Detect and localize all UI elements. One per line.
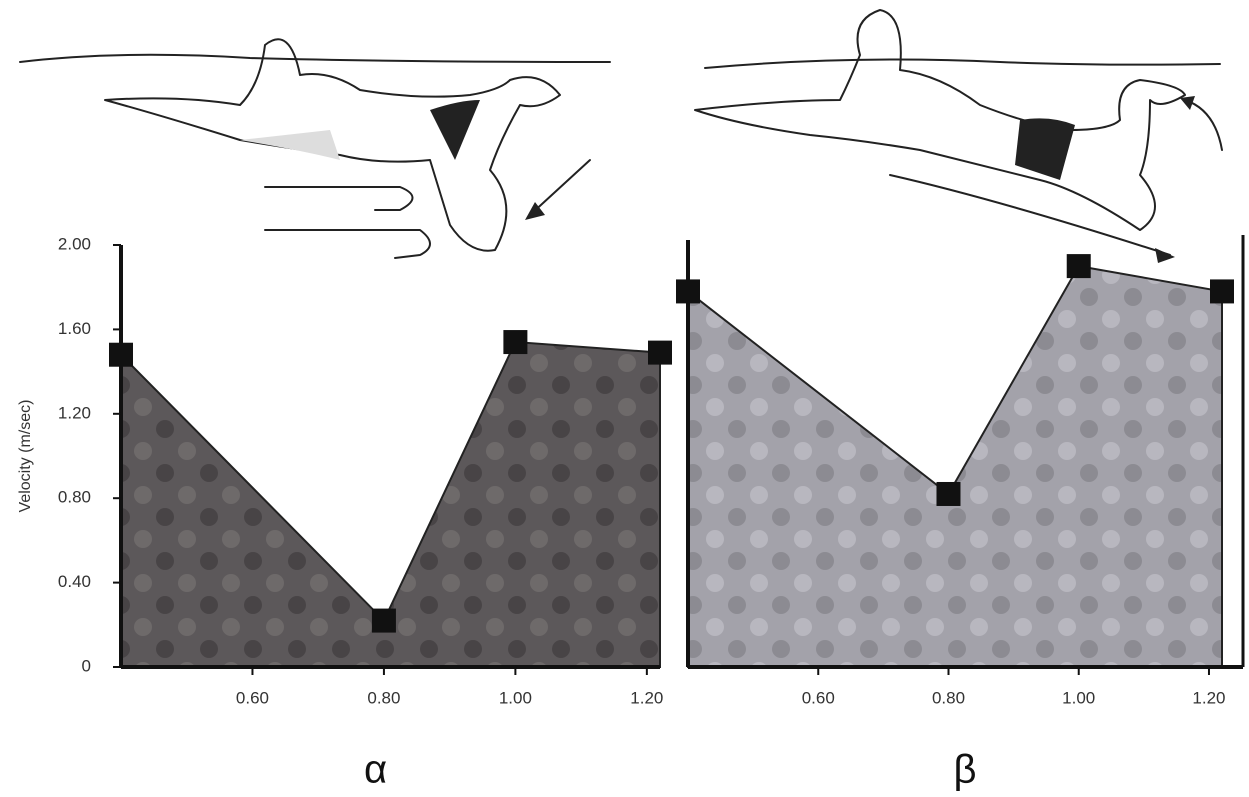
y-tick-label: 2.00 <box>58 234 91 253</box>
x-tick-label: 1.00 <box>499 688 532 707</box>
x-tick-label: 0.80 <box>932 688 965 707</box>
marker <box>503 330 527 354</box>
y-tick-label: 0.40 <box>58 572 91 591</box>
x-tick-label: 0.60 <box>236 688 269 707</box>
swimmer-illustration <box>20 39 610 258</box>
x-tick-label: 1.00 <box>1062 688 1095 707</box>
y-tick-label: 1.60 <box>58 319 91 338</box>
panel-caption: α <box>364 748 387 792</box>
y-tick-label: 0.80 <box>58 488 91 507</box>
y-tick-label: 0 <box>82 656 91 675</box>
y-axis-title: Velocity (m/sec) <box>17 400 34 513</box>
x-tick-label: 1.20 <box>1192 688 1225 707</box>
marker <box>372 609 396 633</box>
x-tick-label: 1.20 <box>630 688 663 707</box>
x-tick-label: 0.80 <box>367 688 400 707</box>
marker <box>1067 254 1091 278</box>
y-tick-label: 1.20 <box>58 403 91 422</box>
x-tick-label: 0.60 <box>802 688 835 707</box>
area <box>688 266 1222 667</box>
figure: Velocity (m/sec) 0.60 0.80 1.00 1.20 0 0.40 0.… <box>0 0 1249 797</box>
marker <box>1210 279 1234 303</box>
swimmer-illustration <box>695 10 1222 263</box>
marker <box>936 482 960 506</box>
marker <box>648 341 672 365</box>
panel-caption: β <box>953 748 976 792</box>
